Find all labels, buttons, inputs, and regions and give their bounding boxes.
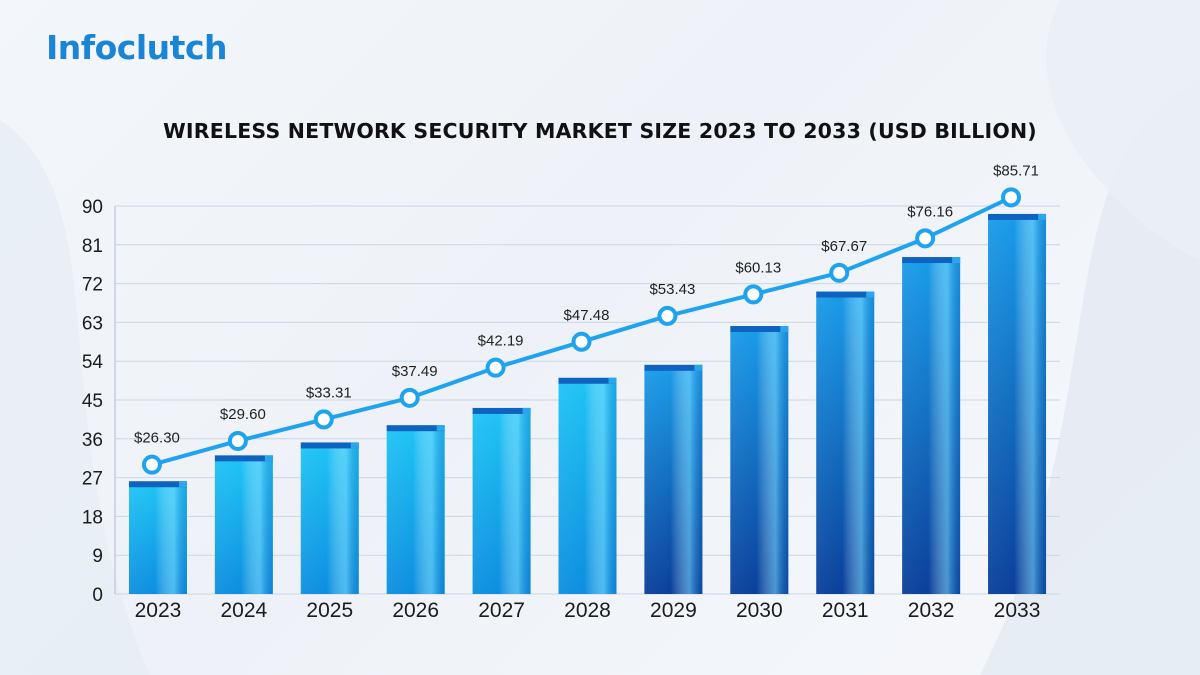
y-tick-label: 27 xyxy=(82,469,103,490)
bar-cap xyxy=(988,213,1047,220)
bar-cap-edge xyxy=(952,257,961,264)
bar-cap xyxy=(558,377,617,384)
bar-2032 xyxy=(902,257,961,594)
bar-cap-edge xyxy=(178,481,187,488)
bar-cap-edge xyxy=(1038,213,1047,220)
bar-cap xyxy=(128,481,187,488)
bar-2024 xyxy=(214,455,273,594)
data-labels: $26.30 $29.60 $33.31 $37.49 $42.19 $47.48 $53.… xyxy=(134,162,1039,446)
bar-sheen xyxy=(128,486,187,594)
bar-sheen xyxy=(816,296,875,594)
bar-cap-edge xyxy=(608,377,617,384)
y-tick-label: 72 xyxy=(82,275,103,296)
bar-cap-edge xyxy=(350,442,359,449)
trend-point-2033 xyxy=(1001,187,1022,208)
bar-sheen xyxy=(730,331,789,594)
bar-cap-edge xyxy=(522,407,531,414)
y-tick-label: 9 xyxy=(92,546,103,567)
bar-2029 xyxy=(644,364,703,594)
trend-point-2029 xyxy=(657,305,678,326)
bar-2030 xyxy=(730,326,789,594)
y-tick-label: 45 xyxy=(82,391,103,412)
x-tick-label-2033: 2033 xyxy=(994,599,1041,622)
data-label-2033: $85.71 xyxy=(993,162,1039,179)
y-tick-label: 54 xyxy=(82,352,104,373)
data-label-2032: $76.16 xyxy=(907,203,953,220)
bar-2023 xyxy=(128,481,187,594)
y-axis: 0 9 18 27 36 45 54 63 72 81 90 xyxy=(82,197,116,606)
bar-sheen xyxy=(214,460,273,594)
bar-cap-edge xyxy=(866,291,875,298)
bar-sheen xyxy=(386,430,445,594)
trend-point-2027 xyxy=(485,357,506,378)
data-label-2025: $33.31 xyxy=(306,384,352,401)
bar-cap xyxy=(300,442,359,449)
trend-line xyxy=(141,187,1022,475)
x-tick-label-2032: 2032 xyxy=(908,599,955,622)
bar-cap-edge xyxy=(436,425,445,432)
trend-point-2032 xyxy=(915,228,936,249)
bar-sheen xyxy=(300,447,359,594)
data-label-2027: $42.19 xyxy=(478,333,524,350)
data-label-2029: $53.43 xyxy=(649,281,695,298)
x-tick-label-2027: 2027 xyxy=(478,599,525,622)
bar-cap xyxy=(472,407,531,414)
x-tick-label-2028: 2028 xyxy=(564,599,611,622)
y-tick-label: 18 xyxy=(82,507,103,528)
y-tick-label: 90 xyxy=(82,197,103,218)
bar-2027 xyxy=(472,407,531,594)
y-tick-label: 0 xyxy=(92,585,103,606)
bar-cap xyxy=(816,291,875,298)
bar-2026 xyxy=(386,425,445,594)
bar-2033 xyxy=(988,213,1047,594)
x-tick-label-2025: 2025 xyxy=(306,599,353,622)
bar-cap xyxy=(902,257,961,264)
trend-point-2030 xyxy=(743,284,764,305)
trend-point-2026 xyxy=(399,387,420,408)
x-tick-label-2030: 2030 xyxy=(736,599,783,622)
bar-cap-edge xyxy=(780,326,789,333)
data-label-2031: $67.67 xyxy=(821,238,867,255)
bar-2025 xyxy=(300,442,359,594)
x-tick-label-2023: 2023 xyxy=(135,599,182,622)
bar-cap xyxy=(214,455,273,462)
data-label-2024: $29.60 xyxy=(220,406,266,423)
bars xyxy=(128,213,1047,594)
y-tick-label: 63 xyxy=(82,313,103,334)
bar-sheen xyxy=(988,218,1047,594)
bar-2031 xyxy=(816,291,875,594)
bar-sheen xyxy=(902,262,961,594)
bar-cap-edge xyxy=(694,364,703,371)
data-label-2023: $26.30 xyxy=(134,430,180,447)
bar-sheen xyxy=(644,369,703,594)
x-axis-labels: 2023 2024 2025 2026 2027 2028 2029 2030 2031 2032… xyxy=(135,599,1041,622)
bar-sheen xyxy=(558,382,617,594)
trend-point-2025 xyxy=(313,409,334,430)
x-tick-label-2031: 2031 xyxy=(822,599,869,622)
bar-cap xyxy=(730,326,789,333)
bar-cap xyxy=(644,364,703,371)
infoclutch-logo: Infoclutch xyxy=(46,28,228,67)
y-tick-label: 36 xyxy=(82,430,103,451)
x-tick-label-2024: 2024 xyxy=(221,599,268,622)
data-label-2026: $37.49 xyxy=(392,363,438,380)
bar-cap-edge xyxy=(264,455,273,462)
data-label-2030: $60.13 xyxy=(735,259,781,276)
trend-point-2024 xyxy=(227,430,248,451)
chart-title: WIRELESS NETWORK SECURITY MARKET SIZE 20… xyxy=(163,119,1037,143)
bar-sheen xyxy=(472,412,531,594)
trend-point-2031 xyxy=(829,262,850,283)
bar-cap xyxy=(386,425,445,432)
bar-2028 xyxy=(558,377,617,594)
y-tick-label: 81 xyxy=(82,236,103,257)
x-tick-label-2029: 2029 xyxy=(650,599,697,622)
data-label-2028: $47.48 xyxy=(564,307,610,324)
trend-point-2023 xyxy=(141,454,162,475)
x-tick-label-2026: 2026 xyxy=(392,599,439,622)
trend-point-2028 xyxy=(571,331,592,352)
